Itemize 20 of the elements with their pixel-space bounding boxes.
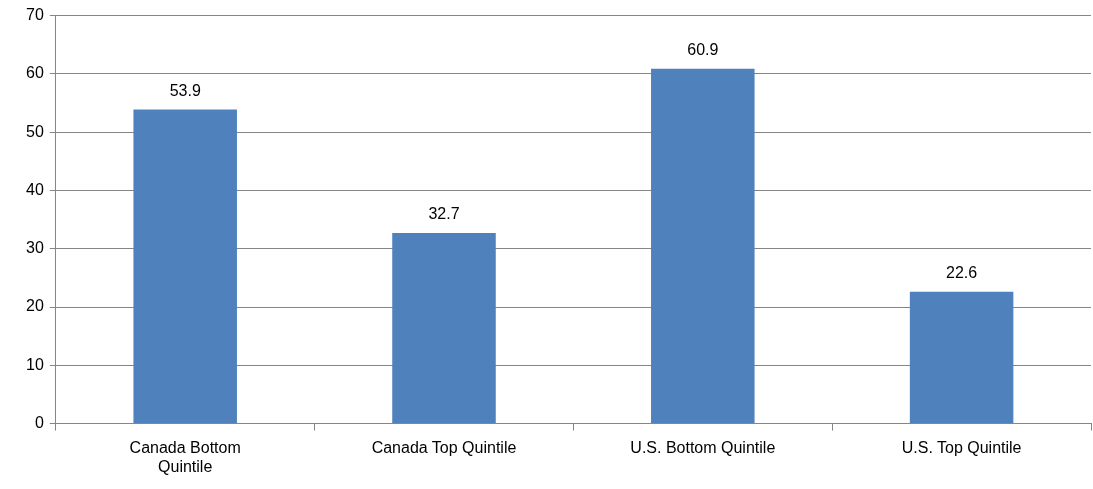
y-tick-label: 20 — [26, 297, 44, 315]
data-label: 22.6 — [946, 264, 978, 282]
y-tick-label: 10 — [26, 355, 44, 373]
y-tick-label: 30 — [26, 239, 44, 257]
bar — [651, 68, 755, 424]
bar — [133, 109, 237, 424]
x-tick-label: U.S. Bottom Quintile — [630, 438, 776, 456]
x-tick-label: Canada Top Quintile — [371, 438, 517, 456]
data-label: 53.9 — [169, 81, 201, 99]
y-tick-label: 40 — [26, 180, 44, 198]
y-tick-label: 50 — [26, 122, 44, 140]
y-tick-label: 70 — [26, 6, 44, 24]
bar — [392, 233, 496, 424]
data-label: 60.9 — [687, 41, 719, 59]
y-tick-label: 60 — [26, 64, 44, 82]
data-label: 32.7 — [428, 205, 460, 223]
bar — [909, 291, 1014, 424]
y-tick-label: 0 — [34, 414, 44, 432]
x-tick-label: U.S. Top Quintile — [901, 438, 1022, 456]
x-tick-label: Canada Bottom Quintile — [129, 438, 241, 475]
